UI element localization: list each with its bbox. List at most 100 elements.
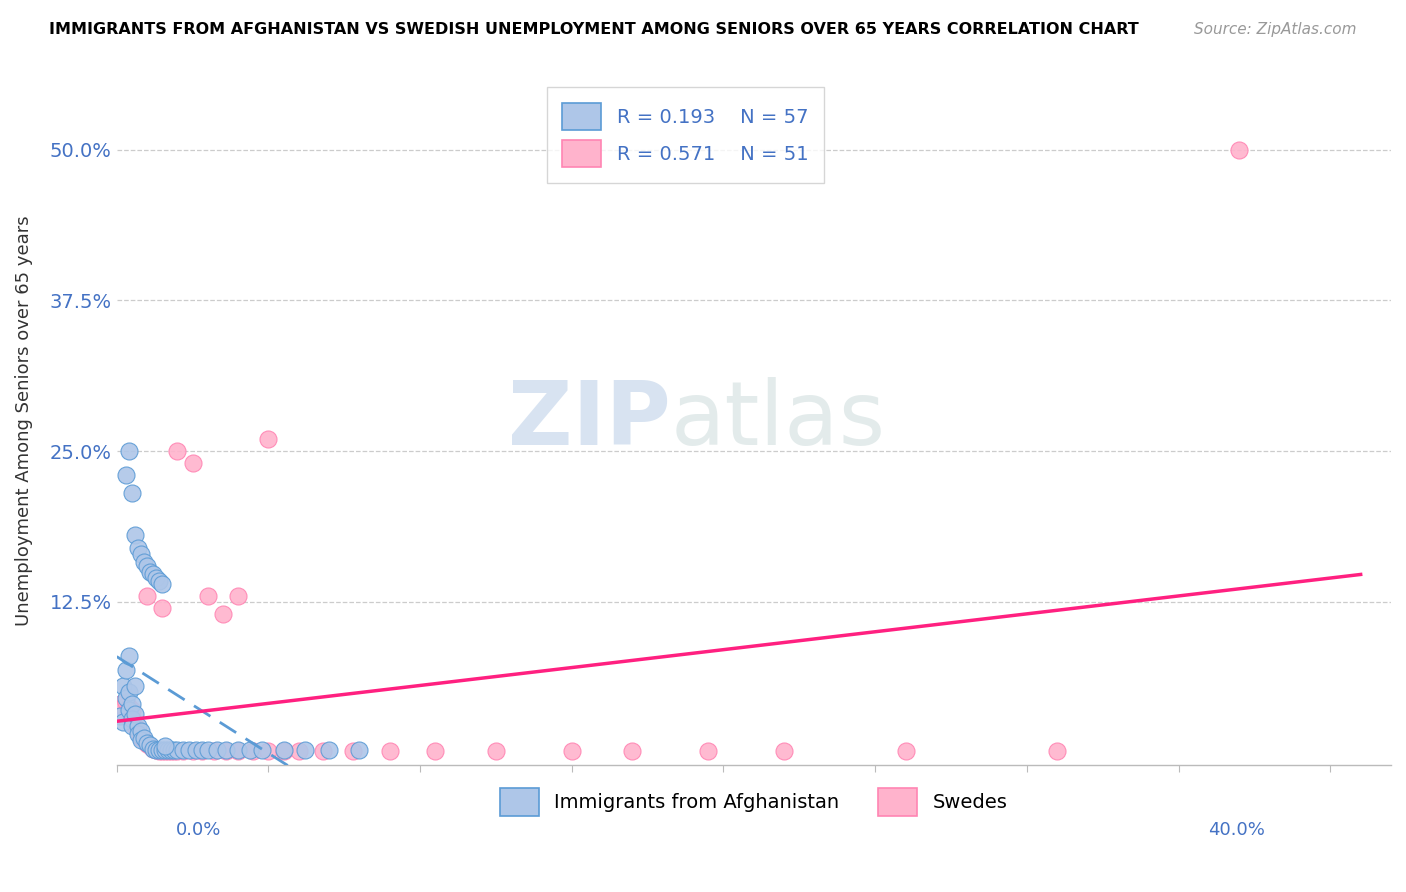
Text: ZIP: ZIP xyxy=(508,377,671,465)
Point xyxy=(318,743,340,757)
Point xyxy=(132,733,155,747)
Point xyxy=(136,736,159,750)
Point xyxy=(150,600,173,615)
Point xyxy=(108,698,131,712)
Point xyxy=(132,555,155,569)
Point xyxy=(111,699,134,714)
Point xyxy=(129,723,152,738)
Point xyxy=(157,743,180,757)
Point xyxy=(139,738,162,752)
Point xyxy=(1227,143,1250,157)
Point xyxy=(142,567,165,582)
Point xyxy=(242,744,264,758)
Point xyxy=(773,744,796,758)
Point xyxy=(153,743,176,757)
Point xyxy=(157,744,180,758)
Point xyxy=(184,743,207,757)
Point xyxy=(485,744,508,758)
Point xyxy=(139,565,162,579)
Point xyxy=(121,719,143,733)
Point xyxy=(163,743,186,757)
Point xyxy=(114,664,136,678)
Point xyxy=(561,744,583,758)
Point xyxy=(257,432,280,446)
Point xyxy=(150,743,173,757)
Point xyxy=(226,744,249,758)
Point xyxy=(190,743,212,757)
Point xyxy=(273,743,295,757)
Point xyxy=(150,744,173,758)
Point xyxy=(127,723,149,738)
Point xyxy=(197,743,219,757)
Point xyxy=(166,743,188,757)
Text: IMMIGRANTS FROM AFGHANISTAN VS SWEDISH UNEMPLOYMENT AMONG SENIORS OVER 65 YEARS : IMMIGRANTS FROM AFGHANISTAN VS SWEDISH U… xyxy=(49,22,1139,37)
Point xyxy=(150,576,173,591)
Point xyxy=(139,739,162,754)
Point xyxy=(287,744,309,758)
Point xyxy=(160,744,183,758)
Point xyxy=(153,744,176,758)
Point xyxy=(226,589,249,603)
Point xyxy=(111,715,134,730)
Point xyxy=(202,744,225,758)
Point xyxy=(129,733,152,747)
Point xyxy=(118,699,141,714)
Point xyxy=(124,528,146,542)
Point xyxy=(160,743,183,757)
Point xyxy=(257,744,280,758)
Point xyxy=(239,743,262,757)
Point xyxy=(197,589,219,603)
Point xyxy=(153,739,176,754)
Point xyxy=(136,737,159,751)
Point xyxy=(172,744,194,758)
Point xyxy=(118,444,141,458)
Point xyxy=(121,712,143,726)
Point xyxy=(142,742,165,756)
Point xyxy=(129,731,152,745)
Y-axis label: Unemployment Among Seniors over 65 years: Unemployment Among Seniors over 65 years xyxy=(15,216,32,626)
Point xyxy=(127,719,149,733)
Point xyxy=(108,709,131,723)
Point xyxy=(181,456,204,470)
Point xyxy=(294,743,316,757)
Point xyxy=(129,547,152,561)
Point xyxy=(697,744,720,758)
Point xyxy=(215,744,238,758)
Point xyxy=(114,691,136,706)
Point xyxy=(121,698,143,712)
Point xyxy=(181,744,204,758)
Point xyxy=(118,703,141,717)
Point xyxy=(190,744,212,758)
Point xyxy=(342,744,364,758)
Point xyxy=(425,744,447,758)
Point xyxy=(252,743,274,757)
Point xyxy=(121,712,143,726)
Point xyxy=(205,743,228,757)
Point xyxy=(145,571,167,585)
Point xyxy=(124,719,146,733)
Point xyxy=(111,679,134,693)
Point xyxy=(136,558,159,573)
Text: Source: ZipAtlas.com: Source: ZipAtlas.com xyxy=(1194,22,1357,37)
Point xyxy=(1046,744,1069,758)
Point xyxy=(132,731,155,745)
Point xyxy=(226,743,249,757)
Point xyxy=(118,685,141,699)
Point xyxy=(894,744,917,758)
Text: 0.0%: 0.0% xyxy=(176,821,221,838)
Point xyxy=(179,743,201,757)
Point xyxy=(121,703,143,717)
Text: 40.0%: 40.0% xyxy=(1209,821,1265,838)
Point xyxy=(166,444,188,458)
Text: atlas: atlas xyxy=(671,377,886,465)
Point xyxy=(163,744,186,758)
Point xyxy=(378,744,401,758)
Point xyxy=(121,486,143,500)
Point xyxy=(136,589,159,603)
Point xyxy=(312,744,335,758)
Point xyxy=(142,742,165,756)
Point xyxy=(349,743,371,757)
Point xyxy=(145,743,167,757)
Point xyxy=(148,743,170,757)
Point xyxy=(114,695,136,709)
